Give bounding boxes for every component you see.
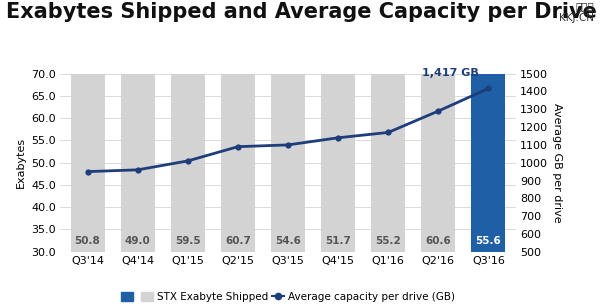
Text: 60.7: 60.7 (225, 236, 251, 247)
Bar (271, 9, 305, 252)
Bar (121, 33, 155, 252)
Legend: , STX Exabyte Shipped, Average capacity per drive (GB): , STX Exabyte Shipped, Average capacity … (121, 292, 455, 302)
Y-axis label: Exabytes: Exabytes (16, 137, 26, 188)
Text: 55.2: 55.2 (376, 236, 401, 247)
Text: 51.7: 51.7 (325, 236, 351, 247)
Text: 54.6: 54.6 (275, 236, 301, 247)
Text: 1,417 GB: 1,417 GB (422, 68, 479, 78)
Bar (71, 25, 104, 252)
Y-axis label: Average GB per drive: Average GB per drive (552, 103, 562, 223)
Bar (472, 4, 505, 252)
Bar (321, 21, 355, 252)
Text: 50.8: 50.8 (74, 236, 100, 247)
Bar (371, 6, 405, 252)
Text: 60.6: 60.6 (425, 236, 451, 247)
Bar (171, 0, 205, 252)
Bar (421, 0, 455, 252)
Text: 55.6: 55.6 (476, 236, 502, 247)
Text: 快科技
KKJ.CN: 快科技 KKJ.CN (559, 2, 594, 23)
Text: 49.0: 49.0 (125, 236, 151, 247)
Bar (221, 0, 255, 252)
Text: 59.5: 59.5 (175, 236, 200, 247)
Text: Exabytes Shipped and Average Capacity per Drive: Exabytes Shipped and Average Capacity pe… (6, 2, 597, 21)
